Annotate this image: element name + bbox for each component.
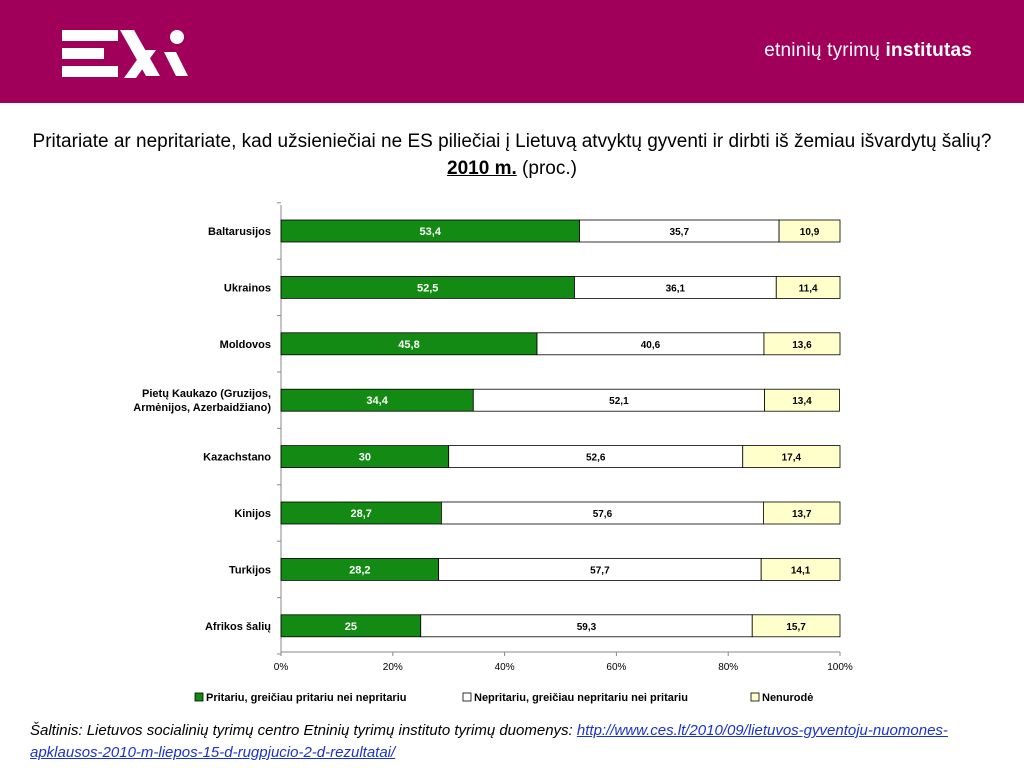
data-label: 45,8 (398, 339, 419, 351)
ei-logo-icon (62, 30, 188, 78)
data-label: 17,4 (782, 453, 802, 464)
legend-swatch (462, 692, 472, 702)
brand-name-bold: institutas (885, 40, 972, 61)
data-label: 34,4 (366, 395, 388, 407)
data-label: 13,6 (792, 340, 812, 351)
data-label: 59,3 (577, 622, 597, 633)
category-label: Moldovos (220, 339, 271, 351)
x-tick-label: 40% (495, 662, 515, 673)
bar-segment (778, 219, 841, 243)
header-banner: etninių tyrimų institutas (0, 0, 1024, 103)
bar-segment (760, 557, 841, 581)
source-note: Šaltinis: Lietuvos socialinių tyrimų cen… (30, 720, 990, 764)
data-label: 11,4 (799, 283, 818, 294)
data-label: 15,7 (786, 622, 806, 633)
brand-name-light: etninių tyrimų (764, 40, 881, 61)
data-label: 57,7 (590, 565, 610, 576)
data-label: 28,2 (349, 564, 370, 576)
x-tick-label: 100% (827, 662, 853, 673)
bar-segment (751, 614, 841, 638)
data-label: 57,6 (593, 509, 613, 520)
bar-segment (763, 501, 841, 525)
data-label: 53,4 (420, 226, 442, 238)
bar-segment (742, 445, 841, 469)
bar-segment (775, 276, 841, 299)
chart-title: Pritariate ar nepritariate, kad užsienie… (30, 128, 994, 182)
data-label: 52,5 (417, 282, 438, 294)
category-label: Afrikos šalių (205, 621, 271, 633)
legend-label: Nenurodė (762, 692, 813, 704)
category-label: Turkijos (229, 564, 271, 576)
data-label: 36,1 (666, 283, 686, 294)
data-label: 25 (345, 621, 357, 633)
data-label: 10,9 (800, 227, 820, 238)
legend-label: Pritariu, greičiau pritariu nei nepritar… (206, 692, 407, 704)
category-label: Pietų Kaukazo (Gruzijos, Armėnijos, Azerb… (133, 388, 271, 414)
data-label: 13,7 (792, 509, 812, 520)
data-label: 28,7 (351, 508, 372, 520)
data-label: 52,1 (609, 396, 629, 407)
brand-name: etninių tyrimų institutas (764, 40, 972, 62)
bar-segment (763, 332, 841, 356)
data-label: 14,1 (791, 565, 811, 576)
source-prefix: Šaltinis: Lietuvos socialinių tyrimų cen… (30, 722, 573, 739)
data-label: 13,4 (792, 396, 812, 407)
chart-title-unit: (proc.) (522, 158, 577, 179)
legend-swatch (750, 692, 760, 702)
chart-title-main: Pritariate ar nepritariate, kad užsienie… (32, 131, 992, 152)
data-label: 40,6 (641, 340, 661, 351)
category-label: Baltarusijos (208, 226, 271, 238)
x-tick-label: 60% (606, 662, 626, 673)
x-tick-label: 80% (718, 662, 738, 673)
source-link[interactable]: http://www.ces.lt/2010/09/lietuvos-gyven… (30, 722, 948, 761)
category-label: Ukrainos (224, 282, 271, 294)
data-label: 35,7 (670, 227, 690, 238)
x-tick-label: 20% (383, 662, 403, 673)
data-label: 52,6 (586, 453, 606, 464)
category-label: Kazachstano (203, 452, 271, 464)
legend-swatch (194, 692, 204, 702)
data-label: 30 (359, 452, 371, 464)
category-label: Kinijos (234, 508, 271, 520)
x-tick-label: 0% (274, 662, 289, 673)
bar-segment (764, 388, 840, 412)
stacked-bar-chart: 0% 20% 40% 60% 80% 100% Baltarusijos 53,4 35,7 10… (133, 202, 853, 704)
chart-title-year: 2010 m. (447, 158, 517, 179)
legend-label: Nepritariu, greičiau nepritariu nei prit… (474, 692, 688, 704)
